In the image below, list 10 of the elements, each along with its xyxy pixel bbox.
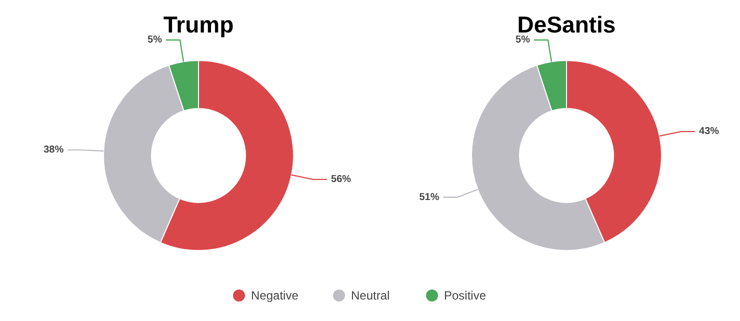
legend-label: Neutral xyxy=(351,288,390,302)
chart-title: Trump xyxy=(163,12,234,38)
data-label: 38% xyxy=(44,144,64,156)
data-label: 43% xyxy=(699,126,720,138)
legend-label: Positive xyxy=(444,288,486,302)
data-label: 51% xyxy=(419,192,440,203)
data-label: 5% xyxy=(148,34,162,46)
legend-label: Negative xyxy=(251,288,299,302)
data-label: 5% xyxy=(516,34,530,46)
data-label: 56% xyxy=(331,174,352,185)
